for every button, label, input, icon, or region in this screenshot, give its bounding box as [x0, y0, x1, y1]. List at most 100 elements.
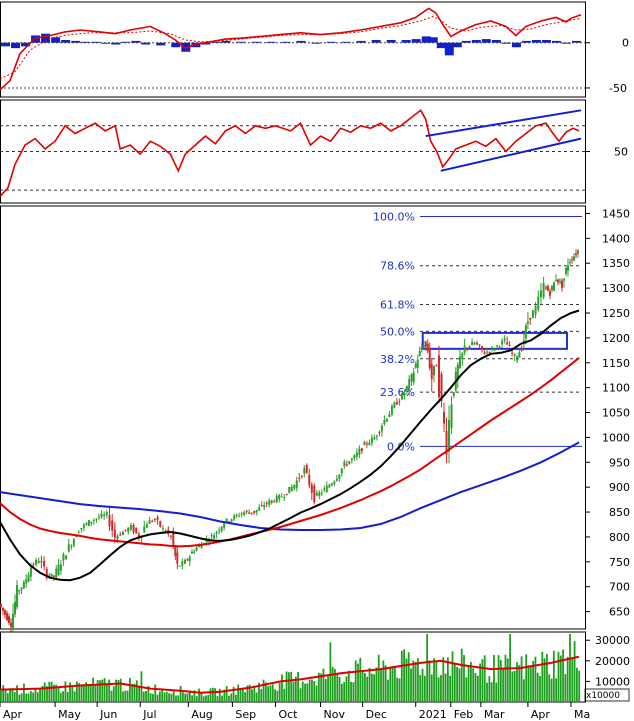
price-candle-body [258, 507, 261, 511]
volume-bar [557, 651, 560, 702]
volume-bar [165, 691, 168, 702]
volume-bar [52, 684, 55, 702]
volume-bar [483, 655, 486, 702]
macd-histogram-bar [41, 33, 51, 43]
volume-bar [82, 684, 85, 702]
price-candle-body [375, 435, 378, 437]
volume-bar [126, 690, 129, 702]
price-candle-body [20, 587, 23, 591]
price-candle-body [518, 352, 521, 358]
x-axis-month-label: May [58, 708, 81, 721]
price-candle-body [233, 515, 236, 520]
price-candle-body [385, 418, 388, 422]
volume-bar [23, 683, 25, 702]
macd-histogram-bar [326, 41, 336, 43]
volume-bar [317, 672, 320, 702]
price-candle-body [135, 527, 138, 534]
price-candle-body [116, 535, 119, 540]
volume-bar [29, 691, 32, 702]
volume-bar [39, 687, 41, 702]
price-candle-body [159, 520, 162, 527]
macd-histogram-bar [211, 41, 221, 43]
volume-bar [149, 693, 152, 702]
volume-tick-label: 20000 [595, 655, 630, 668]
price-candle-body [552, 282, 555, 291]
price-candle-body [544, 287, 547, 289]
price-candle-body [290, 486, 293, 492]
macd-histogram-bar [111, 42, 121, 45]
volume-bar [200, 692, 203, 702]
price-candle-body [486, 351, 489, 353]
price-candle-body [548, 291, 551, 296]
macd-histogram-bar [411, 39, 421, 43]
volume-bar [269, 685, 272, 702]
price-tick-label: 900 [609, 481, 630, 494]
macd-histogram-bar [21, 42, 31, 47]
volume-bar [274, 689, 276, 702]
price-candle-body [119, 534, 122, 536]
price-candle-body [430, 364, 433, 380]
volume-bar [188, 690, 191, 702]
price-candle-body [67, 544, 70, 552]
volume-bar [527, 665, 530, 702]
price-candle-body [443, 412, 446, 424]
volume-bar [34, 688, 37, 702]
volume-bar [78, 683, 81, 702]
price-candle-body [48, 575, 51, 577]
rsi-channel-upper [425, 109, 582, 138]
price-candle-body [27, 575, 30, 582]
volume-bar [246, 685, 249, 702]
volume-bar [304, 683, 306, 702]
price-candle-body [445, 430, 448, 455]
volume-bar [55, 684, 58, 702]
price-candle-body [87, 520, 90, 526]
price-candle-body [476, 342, 479, 345]
price-candle-body [186, 559, 189, 561]
x-axis: Apr May Jun Jul Aug Sep Oct Nov Dec 2021 Feb Mar Apr… [0, 702, 590, 721]
price-candle-body [40, 561, 43, 563]
price-candle-body [205, 539, 208, 543]
volume-bar [566, 656, 569, 702]
price-tick-label: 1000 [602, 431, 630, 444]
price-candle-body [195, 547, 198, 551]
volume-bar [555, 678, 558, 702]
volume-bar [179, 685, 182, 702]
price-candle-body [85, 523, 88, 525]
macd-histogram-bar [481, 39, 491, 43]
volume-bar [175, 695, 177, 702]
volume-bar [486, 682, 488, 702]
price-candle-body [37, 560, 40, 564]
x-axis-month-label: Ma [574, 708, 590, 721]
volume-bar [384, 665, 387, 702]
price-candle-body [493, 349, 496, 351]
rsi-tick-label: 50 [614, 146, 628, 159]
price-candle-body [145, 524, 148, 528]
volume-bar [488, 676, 491, 702]
macd-histogram-bar [386, 40, 396, 43]
volume-bar [218, 688, 221, 702]
volume-bar [276, 690, 279, 702]
price-candle-body [95, 518, 98, 520]
volume-bar [437, 677, 440, 702]
volume-bar [294, 676, 297, 702]
volume-bar [36, 692, 39, 702]
volume-bar [426, 634, 429, 702]
price-candle-body [570, 259, 573, 261]
price-candle-body [450, 404, 453, 429]
volume-bar [516, 662, 518, 702]
volume-bar [251, 689, 253, 702]
price-candle-body [240, 513, 243, 515]
volume-bar [474, 672, 477, 702]
price-candle-body [576, 250, 579, 254]
price-candle-body [508, 345, 511, 347]
price-candle-body [501, 340, 504, 345]
macd-histogram-bar [156, 42, 166, 46]
volume-bar [324, 679, 327, 702]
volume-bar [398, 678, 401, 702]
macd-histogram-bar [501, 42, 511, 44]
price-candle-body [400, 393, 403, 400]
x-axis-month-label: Jun [99, 708, 117, 721]
macd-histogram-bar [1, 42, 11, 47]
price-candle-body [153, 519, 156, 521]
volume-bar [99, 680, 101, 702]
